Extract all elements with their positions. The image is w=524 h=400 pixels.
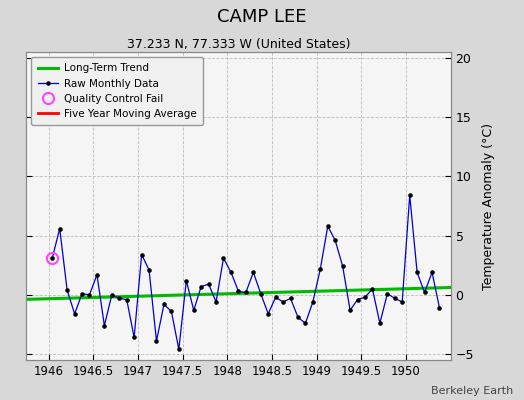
Raw Monthly Data: [154, 339, 160, 344]
Raw Monthly Data: [302, 321, 309, 326]
Raw Monthly Data: [407, 193, 413, 198]
Raw Monthly Data: [176, 347, 182, 352]
Raw Monthly Data: [280, 300, 286, 304]
Raw Monthly Data: [49, 256, 56, 260]
Line: Raw Monthly Data: Raw Monthly Data: [50, 193, 441, 351]
Title: 37.233 N, 77.333 W (United States): 37.233 N, 77.333 W (United States): [127, 38, 350, 51]
Raw Monthly Data: [354, 297, 361, 302]
Text: CAMP LEE: CAMP LEE: [217, 8, 307, 26]
Legend: Long-Term Trend, Raw Monthly Data, Quality Control Fail, Five Year Moving Averag: Long-Term Trend, Raw Monthly Data, Quali…: [31, 57, 203, 125]
Raw Monthly Data: [310, 300, 316, 304]
Raw Monthly Data: [436, 306, 443, 310]
Text: Berkeley Earth: Berkeley Earth: [431, 386, 514, 396]
Raw Monthly Data: [287, 296, 293, 301]
Y-axis label: Temperature Anomaly (°C): Temperature Anomaly (°C): [482, 122, 495, 290]
